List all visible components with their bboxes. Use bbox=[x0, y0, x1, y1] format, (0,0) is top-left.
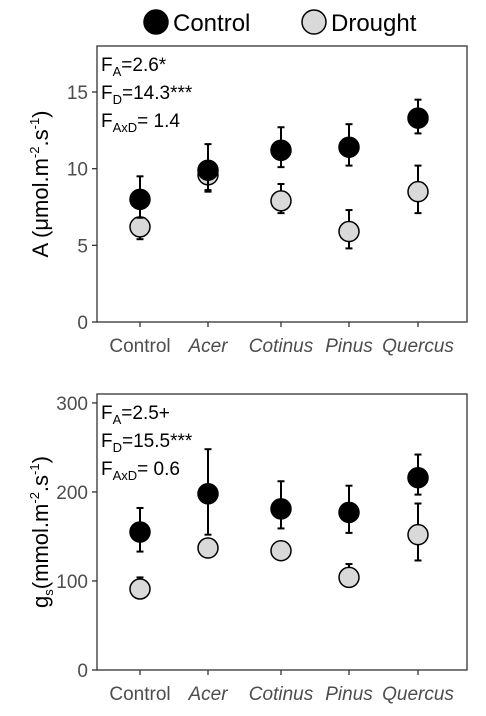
annotation-line: FAxD= 0.6 bbox=[101, 459, 180, 483]
y-tick-label: 0 bbox=[77, 313, 88, 334]
control-point bbox=[197, 159, 219, 181]
y-tick-label: 200 bbox=[56, 483, 88, 504]
data-marks: 0 5 10 15 Control Acer Cotinus Pinus Quercus bbox=[67, 83, 455, 357]
drought-point bbox=[129, 578, 151, 600]
legend-drought-marker bbox=[301, 9, 327, 35]
annotation-line: FA=2.5+ bbox=[101, 403, 170, 427]
x-tick-label: Acer bbox=[187, 684, 228, 705]
annotation-line: FD=14.3*** bbox=[101, 83, 193, 107]
x-tick-label: Quercus bbox=[382, 684, 454, 705]
stats-annotation: FA=2.5+ FD=15.5*** FAxD= 0.6 bbox=[101, 403, 193, 483]
drought-point bbox=[129, 216, 151, 238]
y-tick-label: 100 bbox=[56, 572, 88, 593]
x-tick-label: Pinus bbox=[325, 336, 373, 357]
legend-control-label: Control bbox=[173, 10, 250, 37]
control-point bbox=[338, 501, 360, 524]
legend-control-marker bbox=[143, 9, 169, 35]
x-tick-label: Control bbox=[109, 336, 170, 357]
panel-photosynthesis: A (μmol.m-2.s-1) FA=2.6* FD=14.3*** FAxD… bbox=[27, 45, 468, 357]
plot-frame bbox=[96, 393, 468, 671]
annotation-line: FD=15.5*** bbox=[101, 431, 193, 455]
x-tick-label: Cotinus bbox=[249, 684, 314, 705]
y-tick-label: 5 bbox=[77, 236, 88, 257]
y-axis-label: A (μmol.m-2.s-1) bbox=[27, 110, 53, 257]
drought-point bbox=[338, 566, 360, 589]
control-point bbox=[407, 107, 429, 129]
drought-point bbox=[407, 180, 429, 203]
stats-annotation: FA=2.6* FD=14.3*** FAxD= 1.4 bbox=[101, 55, 193, 135]
control-point bbox=[270, 498, 292, 520]
control-point bbox=[197, 482, 219, 505]
x-tick-label: Pinus bbox=[325, 684, 373, 705]
legend: Control Drought bbox=[143, 9, 417, 37]
x-tick-label: Quercus bbox=[382, 336, 454, 357]
y-axis-label: gs(mmol.m-2.s-1) bbox=[27, 456, 56, 608]
drought-point bbox=[338, 220, 360, 243]
drought-point bbox=[270, 539, 292, 562]
annotation-line: FA=2.6* bbox=[101, 55, 167, 79]
x-tick-label: Acer bbox=[187, 336, 228, 357]
control-point bbox=[338, 136, 360, 158]
annotation-line: FAxD= 1.4 bbox=[101, 111, 180, 135]
panel-stomatal-conductance: gs(mmol.m-2.s-1) FA=2.5+ FD=15.5*** FAxD… bbox=[27, 393, 468, 705]
y-tick-label: 300 bbox=[56, 394, 88, 415]
x-tick-label: Cotinus bbox=[249, 336, 314, 357]
plot-frame bbox=[96, 45, 468, 323]
drought-point bbox=[407, 523, 429, 546]
y-tick-label: 15 bbox=[67, 83, 88, 104]
control-point bbox=[129, 188, 151, 211]
data-marks: 0 100 200 300 Control Acer Cotinus Pinus Quercus bbox=[56, 394, 454, 705]
control-point bbox=[270, 139, 292, 162]
drought-point bbox=[270, 190, 292, 212]
y-tick-label: 10 bbox=[67, 160, 88, 181]
drought-point bbox=[197, 537, 219, 559]
control-point bbox=[129, 521, 151, 543]
y-tick-label: 0 bbox=[77, 661, 88, 682]
legend-drought-label: Drought bbox=[331, 10, 417, 37]
control-point bbox=[407, 466, 429, 489]
x-tick-label: Control bbox=[109, 684, 170, 705]
